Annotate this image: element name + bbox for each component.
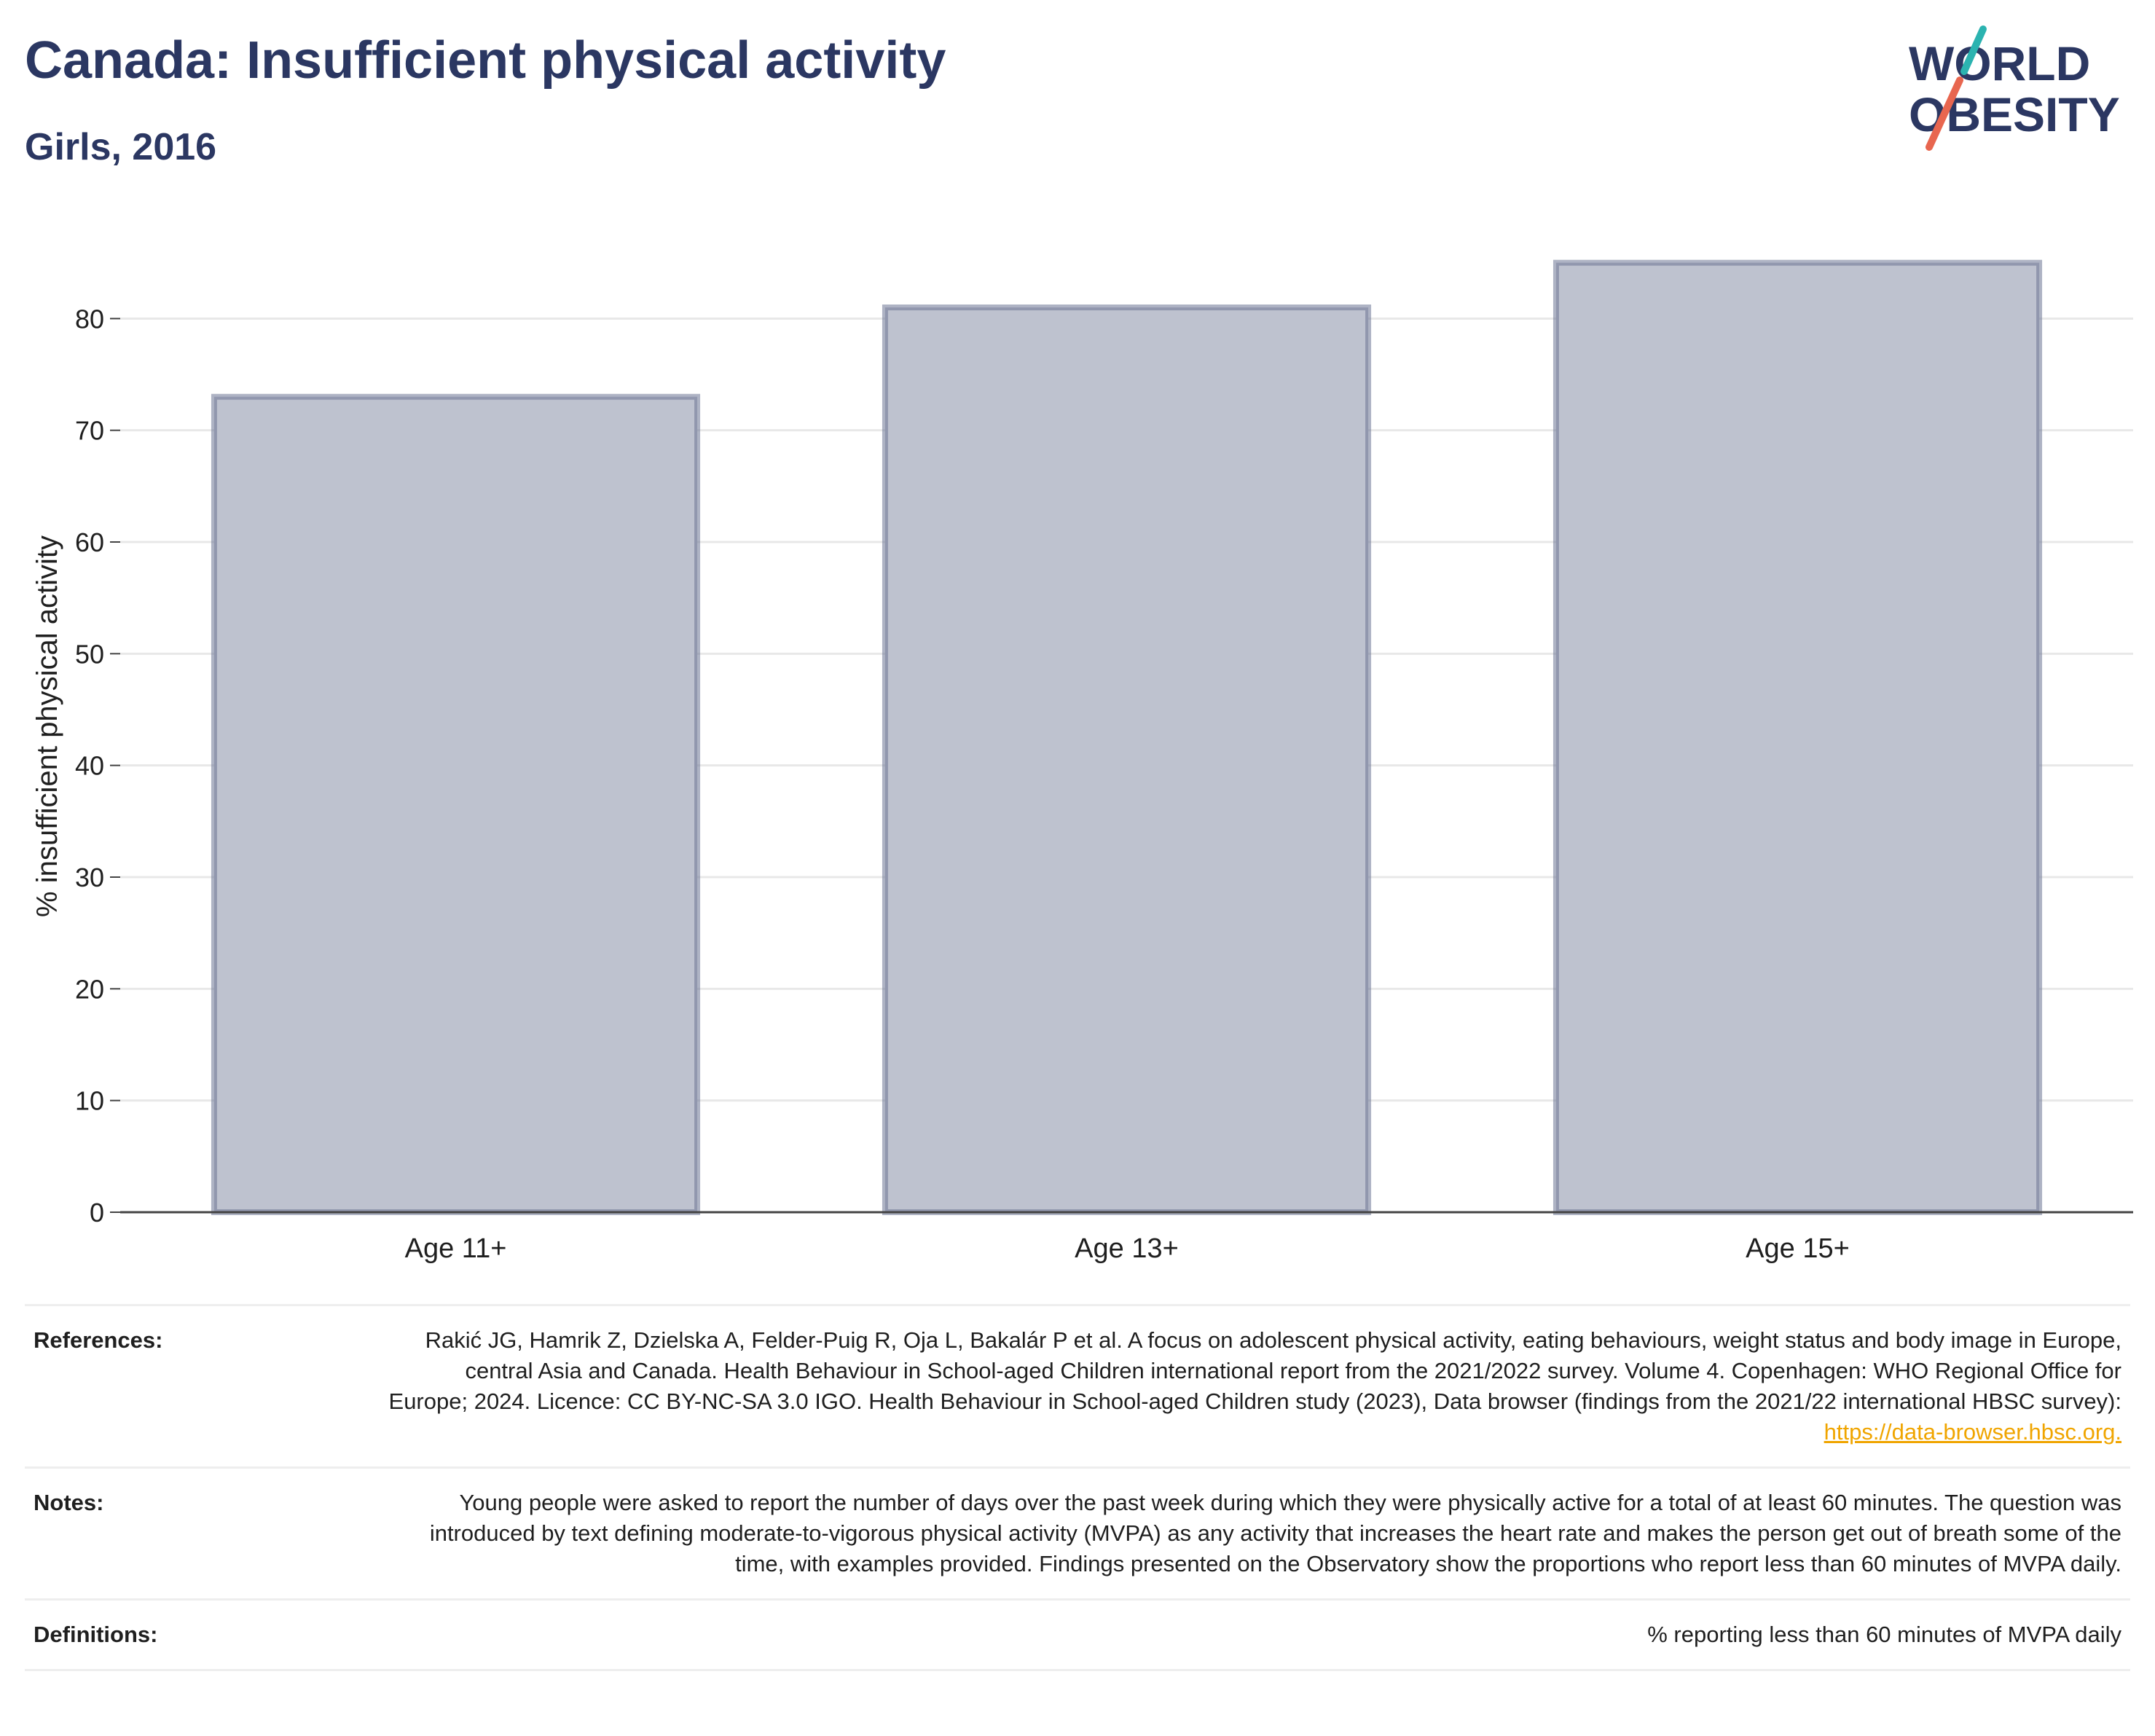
chart-subtitle: Girls, 2016 bbox=[25, 126, 217, 168]
references-body: Rakić JG, Hamrik Z, Dzielska A, Felder-P… bbox=[388, 1327, 2121, 1414]
definitions-row: Definitions: % reporting less than 60 mi… bbox=[25, 1598, 2130, 1671]
x-tick-label: Age 13+ bbox=[1075, 1233, 1179, 1264]
x-tick-label: Age 15+ bbox=[1746, 1233, 1850, 1264]
y-axis-label: % insufficient physical activity bbox=[31, 535, 63, 917]
y-tick-label: 30 bbox=[75, 863, 104, 892]
references-text: Rakić JG, Hamrik Z, Dzielska A, Felder-P… bbox=[380, 1325, 2121, 1448]
y-tick-label: 10 bbox=[75, 1086, 104, 1116]
chart-title: Canada: Insufficient physical activity bbox=[25, 31, 946, 90]
x-tick-labels: Age 11+ Age 13+ Age 15+ bbox=[405, 1233, 1850, 1264]
world-obesity-logo: WORLD OBESITY bbox=[1909, 25, 2120, 151]
y-tick-label: 20 bbox=[75, 974, 104, 1004]
y-tick-labels: 0 10 20 30 40 50 60 70 80 bbox=[75, 304, 120, 1228]
logo-slash-bottom bbox=[1926, 76, 1963, 151]
notes-text: Young people were asked to report the nu… bbox=[429, 1490, 2121, 1576]
bar[interactable] bbox=[1553, 259, 2043, 1216]
logo-line-1: WORLD bbox=[1909, 36, 2090, 90]
hbsc-data-browser-link[interactable]: https://data-browser.hbsc.org. bbox=[1824, 1419, 2121, 1445]
logo-slash-top bbox=[1960, 25, 1987, 75]
bars bbox=[211, 259, 2043, 1216]
y-tick-label: 80 bbox=[75, 304, 104, 334]
y-tick-label: 40 bbox=[75, 751, 104, 781]
y-tick-label: 0 bbox=[90, 1198, 104, 1228]
definitions-text: % reporting less than 60 minutes of MVPA… bbox=[1647, 1622, 2121, 1647]
bar[interactable] bbox=[211, 393, 701, 1216]
definitions-label: Definitions: bbox=[34, 1622, 158, 1647]
references-row: References: Rakić JG, Hamrik Z, Dzielska… bbox=[25, 1304, 2130, 1466]
x-tick-label: Age 11+ bbox=[405, 1233, 507, 1264]
notes-label: Notes: bbox=[34, 1490, 104, 1515]
references-label: References: bbox=[34, 1327, 163, 1353]
y-tick-label: 50 bbox=[75, 639, 104, 669]
y-tick-label: 60 bbox=[75, 527, 104, 557]
bar[interactable] bbox=[882, 305, 1372, 1215]
chart-metadata: References: Rakić JG, Hamrik Z, Dzielska… bbox=[25, 1304, 2130, 1671]
y-tick-label: 70 bbox=[75, 416, 104, 446]
notes-row: Notes: Young people were asked to report… bbox=[25, 1466, 2130, 1598]
